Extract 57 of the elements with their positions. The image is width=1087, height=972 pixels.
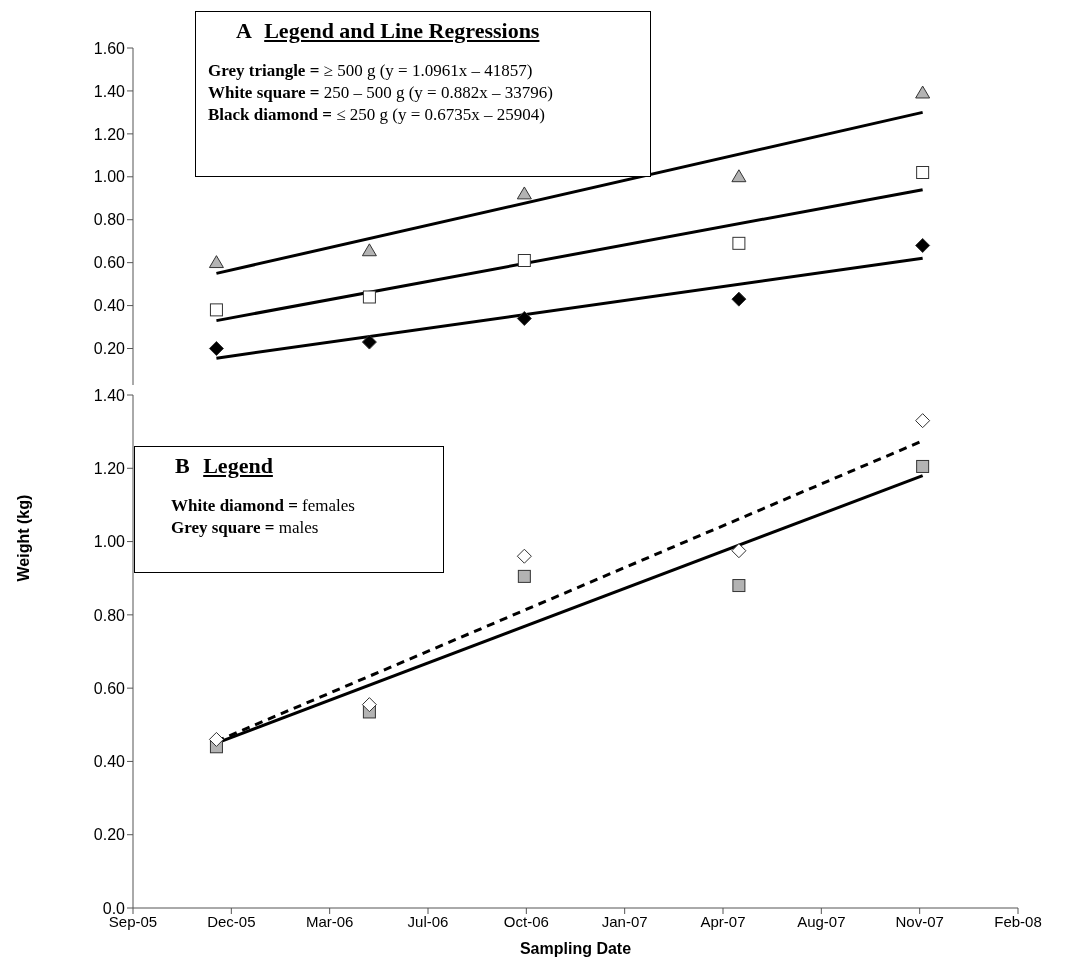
y-tick-label: 1.40 (93, 82, 126, 100)
annotation: Black diamond = ≤ 250 g (y = 0.6735x – 25904) (208, 104, 546, 126)
point (516, 186, 532, 200)
point (731, 543, 747, 559)
annotation: B (175, 453, 190, 478)
point (517, 254, 531, 267)
point (516, 310, 532, 326)
x-tick-label: Feb-08 (994, 912, 1042, 930)
annotation: Grey triangle = ≥ 500 g (y = 1.0961x – 41857) (208, 60, 534, 82)
y-axis-title: Weight (kg) (14, 494, 32, 582)
note-box: A Legend and Line Regressions Grey triangle = ≥ 500 g (y = 1.0961x – 41857) White square = 250 – 500 g (y = 0.882x – 33796) Black diamond = ≤ 250 g (y = 0.6735x – 25904) (195, 11, 651, 177)
y-tick-label: 1.20 (93, 459, 126, 477)
point (915, 85, 931, 99)
point (361, 334, 377, 350)
point (731, 291, 747, 307)
x-tick-label: Apr-07 (700, 912, 746, 930)
annotation: White square = 250 – 500 g (y = 0.882x – 33796) (208, 82, 554, 104)
point (362, 290, 376, 304)
x-tick-label: Oct-06 (503, 912, 549, 930)
point (361, 243, 377, 257)
y-tick-label: 0.40 (93, 753, 126, 771)
point (516, 548, 532, 564)
y-tick-label: 1.00 (93, 168, 126, 186)
point (208, 255, 224, 269)
y-tick-label: 0.60 (93, 254, 126, 272)
y-tick-label: 0.20 (93, 340, 126, 358)
point (732, 579, 746, 593)
y-tick-label: 1.60 (93, 39, 126, 57)
x-tick-label: Jan-07 (601, 912, 648, 930)
annotation: Grey square = males (171, 517, 320, 539)
y-tick-label: 0.80 (93, 606, 126, 624)
point (517, 569, 531, 583)
x-tick-label: Mar-06 (305, 912, 354, 930)
point (209, 303, 223, 317)
y-tick-label: 1.00 (93, 533, 126, 551)
point (731, 169, 747, 183)
y-tick-label: 0.0 (102, 899, 126, 917)
point (916, 166, 930, 179)
x-tick-label: Jul-06 (407, 912, 449, 930)
y-tick-label: 1.40 (93, 386, 126, 404)
point (732, 236, 746, 250)
point (361, 697, 377, 713)
y-tick-label: 0.80 (93, 211, 126, 229)
y-tick-label: 1.20 (93, 125, 126, 143)
annotation: Legend (203, 453, 273, 478)
y-tick-label: 0.60 (93, 679, 126, 697)
x-tick-label: Nov-07 (895, 912, 944, 930)
x-tick-label: Dec-05 (207, 912, 256, 930)
y-tick-label: 0.20 (93, 826, 126, 844)
y-tick-label: 0.40 (93, 297, 126, 315)
annotation: White diamond = females (171, 495, 356, 517)
point (916, 459, 930, 473)
x-tick-label: Aug-07 (797, 912, 846, 930)
point (208, 731, 224, 747)
x-axis-title: Sampling Date (519, 940, 632, 957)
point (208, 341, 224, 357)
point (915, 237, 931, 253)
